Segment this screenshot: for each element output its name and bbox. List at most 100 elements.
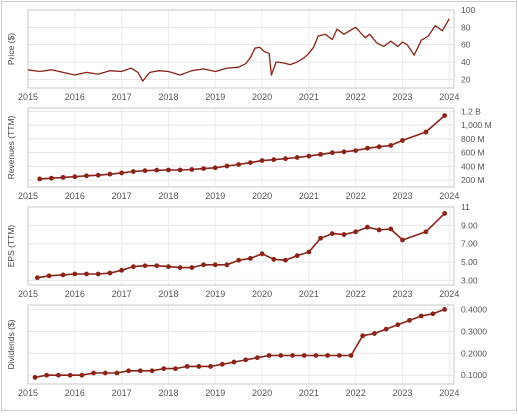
price-xtick-label: 2021 bbox=[299, 92, 319, 102]
revenues-xtick-label: 2016 bbox=[65, 191, 85, 201]
dividends-xtick-label: 2024 bbox=[439, 388, 459, 398]
revenues-xtick-label: 2015 bbox=[18, 191, 38, 201]
dividends-panel-border bbox=[27, 304, 455, 385]
dividends-data-point bbox=[219, 361, 225, 367]
revenues-axis-label: Revenues (TTM) bbox=[6, 115, 16, 179]
eps-xtick-label: 2019 bbox=[205, 289, 225, 299]
revenues-data-point bbox=[130, 169, 136, 174]
revenues-data-point bbox=[329, 150, 335, 156]
dividends-data-point bbox=[290, 353, 295, 358]
revenues-data-point bbox=[283, 156, 288, 162]
dividends-data-point bbox=[418, 313, 424, 319]
eps-data-point bbox=[201, 262, 206, 268]
dividends-ytick-label: 0.1000 bbox=[461, 370, 487, 380]
eps-axis-label: EPS (TTM) bbox=[6, 225, 16, 268]
revenues-data-point bbox=[95, 172, 101, 178]
dividends-ytick-label: 0.3000 bbox=[461, 326, 487, 336]
revenues-data-point bbox=[72, 174, 78, 180]
dividends-data-point bbox=[278, 353, 284, 358]
dividends-plot-area bbox=[28, 305, 454, 384]
price-ytick-label: 60 bbox=[461, 40, 471, 50]
revenues-xtick-label: 2023 bbox=[392, 191, 412, 201]
dividends-xtick-label: 2016 bbox=[65, 388, 85, 398]
dividends-data-point bbox=[196, 364, 202, 369]
eps-data-point bbox=[177, 265, 183, 270]
eps-data-point bbox=[329, 231, 335, 237]
revenues-data-point bbox=[49, 175, 54, 181]
price-xtick-label: 2016 bbox=[65, 92, 85, 102]
eps-data-point bbox=[306, 249, 312, 255]
dividends-data-point bbox=[313, 353, 319, 358]
dividends-data-point bbox=[56, 372, 61, 378]
eps-xtick-label: 2020 bbox=[252, 289, 272, 299]
revenues-xtick-label: 2018 bbox=[158, 191, 178, 201]
dividends-data-point bbox=[407, 317, 412, 323]
revenues-data-point bbox=[224, 163, 230, 169]
price-xtick-label: 2020 bbox=[252, 92, 272, 102]
dividends-data-point bbox=[360, 333, 366, 339]
dividends-data-point bbox=[266, 353, 272, 358]
revenues-data-point bbox=[442, 113, 448, 118]
revenues-data-point bbox=[119, 170, 125, 176]
revenues-data-point bbox=[294, 155, 300, 160]
price-panel-border bbox=[27, 9, 455, 89]
dividends-data-point bbox=[254, 355, 260, 361]
revenues-xtick-label: 2022 bbox=[346, 191, 366, 201]
price-xtick-label: 2022 bbox=[346, 92, 366, 102]
eps-data-point bbox=[130, 264, 136, 270]
dividends-data-point bbox=[67, 372, 73, 378]
price-xtick-label: 2024 bbox=[439, 92, 459, 102]
eps-data-point bbox=[95, 271, 101, 277]
eps-data-point bbox=[60, 272, 66, 278]
dividends-data-point bbox=[102, 370, 108, 376]
eps-ytick-label: 7.00 bbox=[461, 239, 478, 249]
revenues-ytick-label: 200 M bbox=[461, 175, 485, 185]
dividends-xtick-label: 2023 bbox=[392, 388, 412, 398]
eps-data-point bbox=[271, 256, 277, 262]
dividends-data-point bbox=[137, 368, 143, 374]
eps-xtick-label: 2016 bbox=[65, 289, 85, 299]
eps-data-point bbox=[247, 255, 253, 261]
dividends-data-point bbox=[336, 353, 342, 358]
eps-data-point bbox=[283, 257, 288, 263]
dividends-data-point bbox=[32, 375, 38, 380]
price-xtick-label: 2019 bbox=[205, 92, 225, 102]
eps-xtick-label: 2018 bbox=[158, 289, 178, 299]
price-xtick-label: 2017 bbox=[112, 92, 132, 102]
revenues-data-point bbox=[306, 153, 312, 159]
price-ytick-label: 20 bbox=[461, 74, 471, 84]
revenues-data-point bbox=[353, 148, 359, 153]
eps-data-point bbox=[388, 226, 394, 232]
eps-data-point bbox=[46, 273, 52, 279]
dividends-xtick-label: 2019 bbox=[205, 388, 225, 398]
revenues-data-point bbox=[341, 149, 347, 155]
eps-data-point bbox=[224, 262, 230, 268]
dividends-data-point bbox=[161, 366, 167, 372]
eps-data-point bbox=[84, 271, 89, 277]
revenues-ytick-label: 1,000 M bbox=[461, 120, 492, 130]
revenues-data-point bbox=[212, 165, 218, 171]
revenues-data-point bbox=[166, 167, 171, 173]
eps-data-point bbox=[119, 267, 125, 273]
revenues-data-point bbox=[60, 174, 66, 180]
eps-data-point bbox=[107, 270, 113, 276]
dividends-xtick-label: 2020 bbox=[252, 388, 272, 398]
eps-ytick-label: 3.00 bbox=[461, 275, 478, 285]
eps-xtick-label: 2021 bbox=[299, 289, 319, 299]
dividends-data-point bbox=[126, 368, 132, 374]
revenues-ytick-label: 400 M bbox=[461, 161, 485, 171]
dividends-xtick-label: 2022 bbox=[346, 388, 366, 398]
dividends-xtick-label: 2021 bbox=[299, 388, 319, 398]
price-xtick-label: 2023 bbox=[392, 92, 412, 102]
dividends-data-point bbox=[173, 366, 178, 372]
eps-data-point bbox=[259, 251, 265, 257]
dividends-data-point bbox=[442, 306, 448, 312]
revenues-data-point bbox=[177, 167, 183, 173]
eps-ytick-label: 9.00 bbox=[461, 220, 478, 230]
eps-ytick-label: 11 bbox=[461, 202, 470, 212]
revenues-data-point bbox=[189, 167, 195, 172]
dividends-data-point bbox=[231, 359, 237, 365]
dividends-data-point bbox=[301, 353, 307, 358]
revenues-data-point bbox=[259, 158, 265, 163]
eps-data-point bbox=[212, 262, 218, 268]
